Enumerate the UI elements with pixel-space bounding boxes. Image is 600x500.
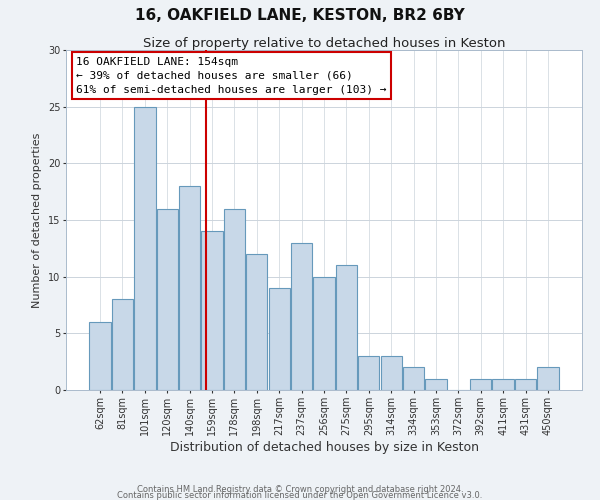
Bar bbox=[157, 208, 178, 390]
Bar bbox=[380, 356, 402, 390]
X-axis label: Distribution of detached houses by size in Keston: Distribution of detached houses by size … bbox=[170, 440, 479, 454]
Bar bbox=[112, 300, 133, 390]
Bar bbox=[537, 368, 559, 390]
Text: 16 OAKFIELD LANE: 154sqm
← 39% of detached houses are smaller (66)
61% of semi-d: 16 OAKFIELD LANE: 154sqm ← 39% of detach… bbox=[76, 57, 387, 95]
Bar bbox=[336, 266, 357, 390]
Bar bbox=[291, 242, 312, 390]
Bar bbox=[134, 106, 155, 390]
Bar bbox=[269, 288, 290, 390]
Title: Size of property relative to detached houses in Keston: Size of property relative to detached ho… bbox=[143, 37, 505, 50]
Bar bbox=[493, 378, 514, 390]
Bar bbox=[403, 368, 424, 390]
Bar bbox=[313, 276, 335, 390]
Bar bbox=[515, 378, 536, 390]
Text: Contains HM Land Registry data © Crown copyright and database right 2024.: Contains HM Land Registry data © Crown c… bbox=[137, 484, 463, 494]
Bar bbox=[179, 186, 200, 390]
Y-axis label: Number of detached properties: Number of detached properties bbox=[32, 132, 43, 308]
Bar bbox=[470, 378, 491, 390]
Bar bbox=[89, 322, 111, 390]
Text: 16, OAKFIELD LANE, KESTON, BR2 6BY: 16, OAKFIELD LANE, KESTON, BR2 6BY bbox=[135, 8, 465, 22]
Bar bbox=[224, 208, 245, 390]
Bar bbox=[202, 232, 223, 390]
Bar bbox=[358, 356, 379, 390]
Bar bbox=[425, 378, 446, 390]
Bar bbox=[246, 254, 268, 390]
Text: Contains public sector information licensed under the Open Government Licence v3: Contains public sector information licen… bbox=[118, 490, 482, 500]
